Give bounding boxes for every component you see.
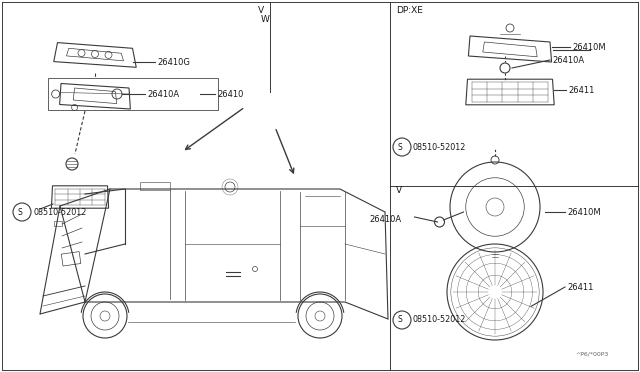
Text: 08510-52012: 08510-52012: [33, 208, 86, 217]
Bar: [61, 251, 81, 266]
Text: S: S: [397, 142, 403, 151]
Text: W: W: [261, 15, 270, 23]
Text: 26410: 26410: [217, 90, 243, 99]
Text: 26410G: 26410G: [157, 58, 190, 67]
Text: 26410A: 26410A: [552, 55, 584, 64]
Text: 26411: 26411: [568, 86, 595, 94]
Text: V: V: [396, 186, 402, 195]
Text: 26410M: 26410M: [567, 208, 600, 217]
Text: V: V: [258, 6, 264, 15]
Bar: [140, 182, 170, 190]
Bar: [54, 221, 62, 226]
Text: 26410M: 26410M: [572, 42, 605, 51]
Text: S: S: [397, 315, 403, 324]
Text: 08510-52012: 08510-52012: [413, 315, 467, 324]
Text: DP:XE: DP:XE: [396, 6, 423, 15]
Text: 26411: 26411: [567, 282, 593, 292]
Text: S: S: [18, 208, 22, 217]
Text: 08510-52012: 08510-52012: [413, 142, 467, 151]
Text: 26410A: 26410A: [147, 90, 179, 99]
Text: 26410A: 26410A: [369, 215, 402, 224]
Text: ^P6/*00P3: ^P6/*00P3: [575, 352, 609, 356]
